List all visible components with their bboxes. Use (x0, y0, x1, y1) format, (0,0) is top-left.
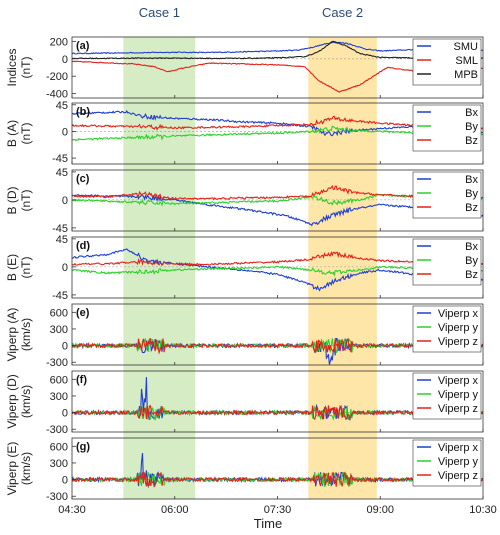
panel-label: (b) (76, 106, 90, 118)
legend-label: SMU (454, 41, 479, 53)
case-label: Case 2 (322, 5, 363, 20)
y-axis-label: B (D) (5, 187, 19, 215)
y-tick-label: 600 (50, 441, 68, 453)
legend-label: Viperp x (438, 308, 479, 320)
y-tick-label: 300 (50, 391, 68, 403)
y-axis-label: Indices (5, 48, 19, 86)
panel-label: (c) (76, 173, 90, 185)
legend-label: Bz (465, 135, 478, 147)
panel: 600 300 0 -300 (e) Viperp (A) (km/s) Viperp x Vi… (5, 303, 484, 369)
x-tick-label: 07:30 (264, 504, 292, 516)
y-tick-label: -45 (52, 223, 68, 235)
legend-label: Viperp y (438, 456, 479, 468)
y-axis-label: B (A) (5, 120, 19, 147)
y-tick-label: 45 (56, 100, 68, 112)
y-axis-label: Viperp (A) (5, 308, 19, 362)
legend-label: Bx (465, 107, 478, 119)
case-highlight-bands (123, 37, 377, 499)
y-tick-label: 0 (62, 408, 68, 420)
y-tick-label: -200 (46, 71, 68, 83)
y-tick-label: 0 (62, 126, 68, 138)
panel: 45 0 -45 (c) B (D) (nT) Bx By Bz (5, 167, 484, 235)
y-tick-label: 0 (62, 341, 68, 353)
y-tick-label: -300 (46, 357, 68, 369)
legend-label: By (465, 255, 478, 267)
legend-label: Bz (465, 269, 478, 281)
case-label: Case 1 (139, 5, 180, 20)
y-axis-label: Viperp (E) (5, 442, 19, 496)
panel-label: (f) (76, 374, 87, 386)
x-axis-label: Time (254, 516, 282, 531)
case-band (308, 37, 377, 499)
panel: 600 300 0 -300 (g) Viperp (E) (km/s) Viperp x Vi… (5, 437, 484, 503)
legend-label: By (465, 121, 478, 133)
y-tick-label: 300 (50, 458, 68, 470)
y-axis-label: Viperp (D) (5, 374, 19, 428)
panel-label: (a) (76, 40, 90, 52)
legend-label: By (465, 188, 478, 200)
legend-label: Viperp z (438, 336, 478, 348)
y-tick-label: 600 (50, 374, 68, 386)
y-tick-label: -400 (46, 89, 68, 101)
y-axis-label: (km/s) (19, 452, 33, 485)
y-tick-label: 300 (50, 324, 68, 336)
x-tick-label: 04:30 (58, 504, 86, 516)
y-axis-label: (nT) (19, 190, 33, 212)
panel-label: (g) (76, 441, 90, 453)
panel: 45 0 -45 (b) B (A) (nT) Bx By Bz (5, 100, 484, 165)
legend-label: Bz (465, 202, 478, 214)
x-tick-label: 10:30 (469, 504, 497, 516)
panel: 600 300 0 -300 (f) Viperp (D) (km/s) Viperp x Vi… (5, 370, 484, 436)
y-tick-label: -45 (52, 290, 68, 302)
y-tick-label: 45 (56, 167, 68, 179)
legend-label: SML (455, 55, 478, 67)
legend-label: Bx (465, 174, 478, 186)
legend-label: Viperp x (438, 442, 479, 454)
y-tick-label: 600 (50, 307, 68, 319)
x-axis: 04:30 06:00 07:30 09:00 10:30 (58, 504, 497, 516)
legend-label: Viperp z (438, 470, 478, 482)
y-tick-label: 200 (50, 36, 68, 48)
y-tick-label: 0 (62, 262, 68, 274)
x-tick-label: 06:00 (161, 504, 189, 516)
y-axis-label: (km/s) (19, 318, 33, 351)
case-band (123, 37, 196, 499)
y-axis-label: (nT) (19, 123, 33, 145)
y-tick-label: -300 (46, 424, 68, 436)
y-tick-label: 0 (62, 54, 68, 66)
panel-label: (d) (76, 240, 90, 252)
case-labels: Case 1 Case 2 (139, 5, 363, 20)
y-axis-label: (nT) (19, 257, 33, 279)
y-tick-label: 45 (56, 234, 68, 246)
y-tick-label: -300 (46, 491, 68, 503)
y-tick-label: 0 (62, 195, 68, 207)
y-tick-label: -45 (52, 153, 68, 165)
panel-label: (e) (76, 307, 90, 319)
y-axis-label: B (E) (5, 254, 19, 281)
legend-label: Viperp y (438, 322, 479, 334)
y-tick-label: 0 (62, 475, 68, 487)
legend-label: Viperp z (438, 403, 478, 415)
legend-label: Viperp x (438, 375, 479, 387)
legend-label: Bx (465, 241, 478, 253)
panel: 45 0 -45 (d) B (E) (nT) Bx By Bz (5, 234, 484, 302)
x-tick-label: 09:00 (366, 504, 394, 516)
panel: 200 0 -200 -400 (a) Indices (nT) SMU SML MPB (5, 36, 484, 101)
y-axis-label: (nT) (19, 57, 33, 79)
legend-label: MPB (454, 69, 478, 81)
y-axis-label: (km/s) (19, 385, 33, 418)
legend-label: Viperp y (438, 389, 479, 401)
